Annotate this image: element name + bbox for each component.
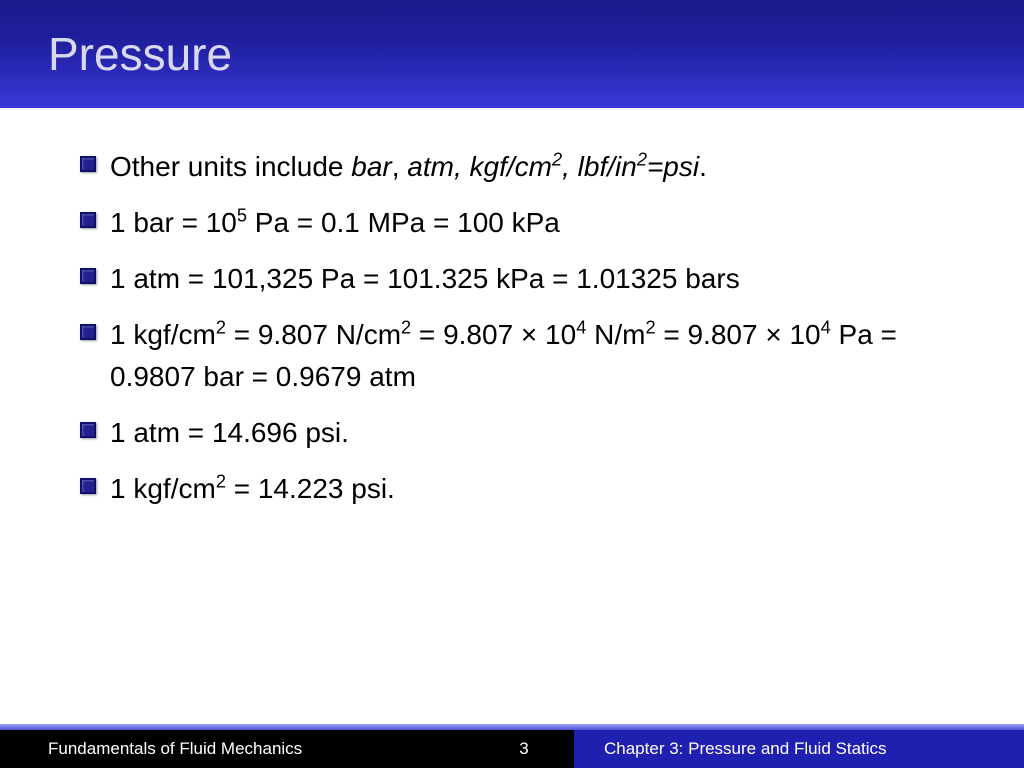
slide-content: Other units include bar, atm, kgf/cm2, l… [0, 108, 1024, 510]
bullet-icon [80, 422, 96, 438]
title-bar: Pressure [0, 0, 1024, 108]
bullet-row: 1 kgf/cm2 = 9.807 N/cm2 = 9.807 × 104 N/… [80, 314, 964, 398]
bullet-row: 1 kgf/cm2 = 14.223 psi. [80, 468, 964, 510]
bullet-row: 1 bar = 105 Pa = 0.1 MPa = 100 kPa [80, 202, 964, 244]
slide-footer: Fundamentals of Fluid Mechanics 3 Chapte… [0, 730, 1024, 768]
footer-right-text: Chapter 3: Pressure and Fluid Statics [574, 730, 1024, 768]
bullet-text-3: 1 atm = 101,325 Pa = 101.325 kPa = 1.013… [110, 258, 740, 300]
footer-left-text: Fundamentals of Fluid Mechanics [0, 730, 474, 768]
footer-page-number: 3 [474, 730, 574, 768]
bullet-text-1: Other units include bar, atm, kgf/cm2, l… [110, 146, 707, 188]
bullet-text-2: 1 bar = 105 Pa = 0.1 MPa = 100 kPa [110, 202, 560, 244]
bullet-icon [80, 268, 96, 284]
bullet-text-4: 1 kgf/cm2 = 9.807 N/cm2 = 9.807 × 104 N/… [110, 314, 964, 398]
slide-title: Pressure [48, 27, 232, 81]
bullet-text-6: 1 kgf/cm2 = 14.223 psi. [110, 468, 395, 510]
bullet-icon [80, 324, 96, 340]
bullet-icon [80, 156, 96, 172]
bullet-icon [80, 212, 96, 228]
bullet-icon [80, 478, 96, 494]
bullet-row: Other units include bar, atm, kgf/cm2, l… [80, 146, 964, 188]
bullet-text-5: 1 atm = 14.696 psi. [110, 412, 349, 454]
bullet-row: 1 atm = 14.696 psi. [80, 412, 964, 454]
bullet-row: 1 atm = 101,325 Pa = 101.325 kPa = 1.013… [80, 258, 964, 300]
